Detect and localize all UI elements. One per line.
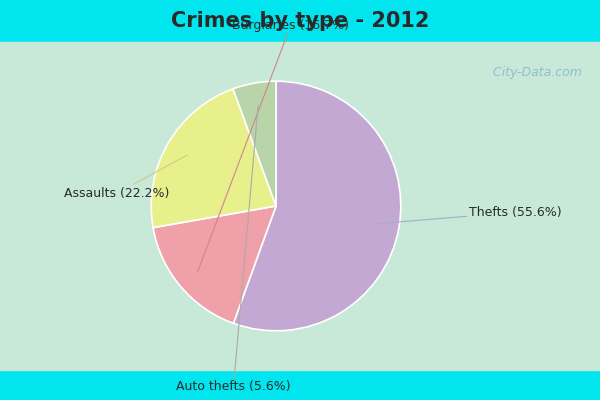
- Wedge shape: [153, 206, 276, 323]
- Text: City-Data.com: City-Data.com: [489, 66, 582, 79]
- Text: Crimes by type - 2012: Crimes by type - 2012: [171, 11, 429, 31]
- Wedge shape: [233, 81, 401, 331]
- Bar: [0, 370, 600, 400]
- Text: Thefts (55.6%): Thefts (55.6%): [377, 206, 562, 224]
- Bar: [0, 42, 600, 370]
- Text: Burglaries (16.7%): Burglaries (16.7%): [197, 18, 349, 272]
- Text: Assaults (22.2%): Assaults (22.2%): [64, 155, 187, 200]
- Text: Auto thefts (5.6%): Auto thefts (5.6%): [176, 105, 291, 394]
- Wedge shape: [151, 89, 276, 228]
- Bar: [0, 0, 600, 42]
- Wedge shape: [233, 81, 276, 206]
